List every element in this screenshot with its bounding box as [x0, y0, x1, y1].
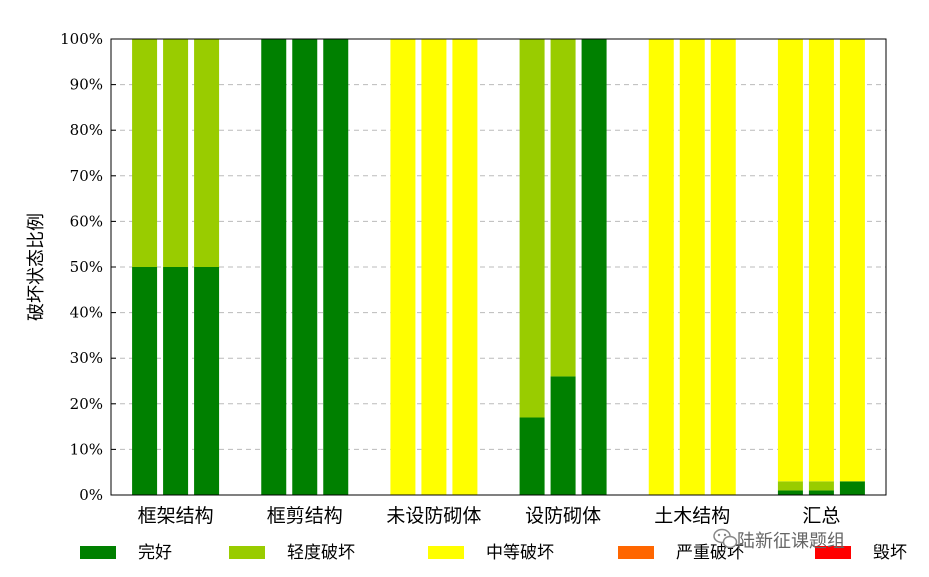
bar-segment [808, 39, 834, 482]
y-tick-label: 40% [70, 304, 103, 322]
y-tick-label: 70% [70, 167, 103, 185]
bar-segment [550, 39, 576, 377]
bar-segment [421, 39, 447, 495]
y-tick-label: 20% [70, 395, 103, 413]
legend-label: 中等破坏 [486, 543, 554, 563]
bar-segment [452, 39, 478, 495]
legend-label: 完好 [138, 543, 172, 563]
bar-segment [194, 267, 220, 495]
y-tick-label: 100% [60, 30, 103, 48]
legend-swatch [229, 546, 265, 559]
grid-lines [111, 84, 886, 450]
bar-segment [519, 39, 545, 418]
bar-segment [777, 490, 803, 495]
x-tick-label: 土木结构 [654, 505, 730, 527]
bar-segment [292, 39, 318, 495]
x-tick-label: 框剪结构 [267, 505, 343, 527]
x-tick-label: 未设防砌体 [386, 505, 481, 527]
bar-segment [132, 39, 158, 267]
bar-segment [261, 39, 287, 495]
y-tick-label: 30% [70, 349, 103, 367]
bar-segment [194, 39, 220, 267]
bar-segment [808, 490, 834, 495]
bar-segment [390, 39, 416, 495]
bar-segment [808, 481, 834, 491]
bar-segment [550, 376, 576, 495]
bar-segment [710, 39, 736, 495]
legend-label: 轻度破坏 [287, 543, 355, 563]
legend-swatch [428, 546, 464, 559]
bar-segment [839, 39, 865, 482]
bars [132, 39, 865, 495]
y-tick-label: 80% [70, 121, 103, 139]
y-tick-label: 60% [70, 212, 103, 230]
bar-segment [581, 39, 607, 495]
bar-segment [519, 417, 545, 495]
legend-swatch [80, 546, 116, 559]
legend-swatch [815, 546, 851, 559]
bar-segment [679, 39, 705, 495]
bar-segment [839, 481, 865, 495]
x-axis-ticks: 框架结构 框剪结构 未设防砌体 设防砌体 土木结构 汇总 [138, 505, 841, 527]
bar-segment [777, 481, 803, 491]
y-tick-label: 0% [79, 486, 103, 504]
bar-segment [163, 267, 189, 495]
watermark: 陆新征课题组 [713, 528, 845, 552]
x-tick-label: 框架结构 [138, 505, 214, 527]
y-tick-label: 50% [70, 258, 103, 276]
y-tick-label: 90% [70, 76, 103, 94]
watermark-text: 陆新征课题组 [737, 531, 845, 552]
wechat-icon [713, 528, 738, 549]
legend-label: 毁坏 [873, 543, 907, 563]
bar-segment [777, 39, 803, 482]
bar-segment [163, 39, 189, 267]
bar-segment [323, 39, 349, 495]
y-axis-label: 破坏状态比例 [26, 213, 47, 321]
bar-segment [648, 39, 674, 495]
legend: 完好 轻度破坏 中等破坏 严重破坏 毁坏 [80, 543, 907, 563]
x-tick-label: 汇总 [802, 505, 840, 527]
bar-segment [132, 267, 158, 495]
legend-label: 严重破坏 [676, 543, 744, 563]
y-axis-ticks: 0% 10% 20% 30% 40% 50% 60% 70% 80% 90% 100% [60, 30, 116, 504]
y-tick-label: 10% [70, 440, 103, 458]
legend-swatch [618, 546, 654, 559]
x-tick-label: 设防砌体 [525, 505, 601, 527]
